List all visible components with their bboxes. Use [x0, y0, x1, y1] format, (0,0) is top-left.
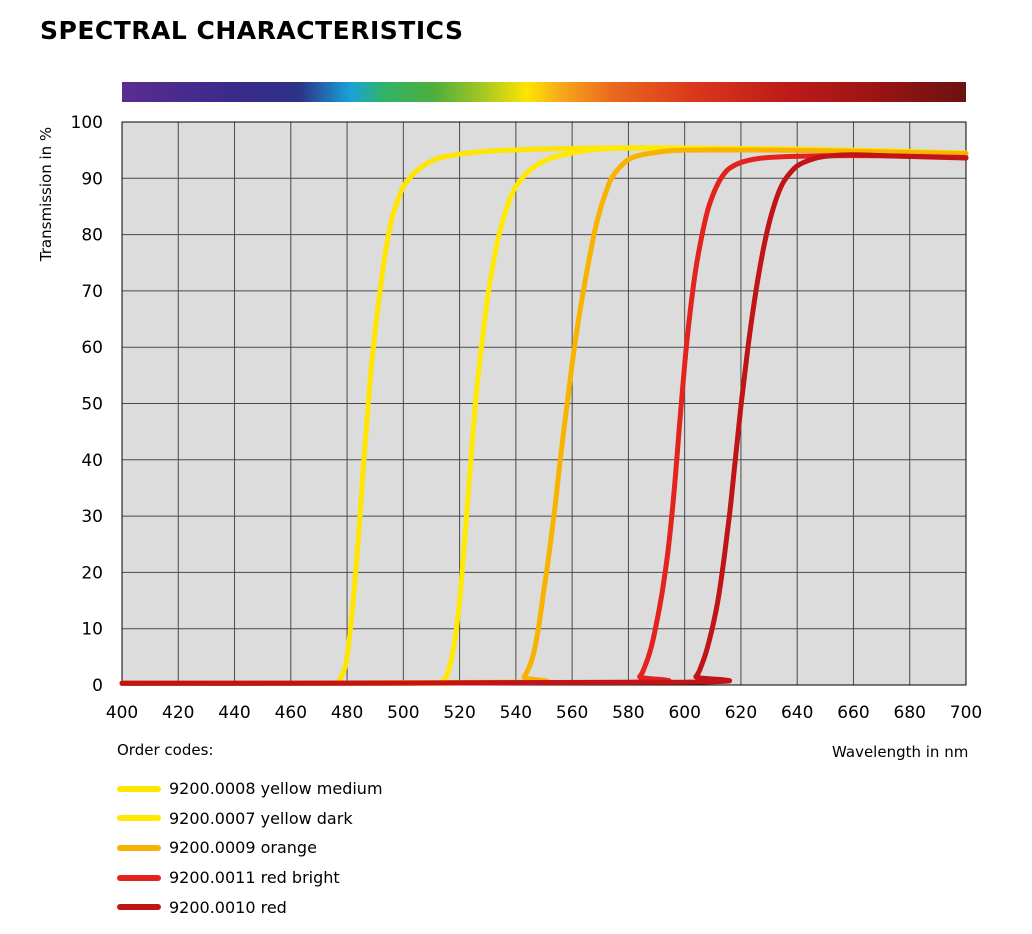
x-tick-label: 460 [275, 703, 307, 723]
y-tick-label: 50 [81, 395, 103, 415]
x-tick-label: 520 [443, 703, 475, 723]
x-tick-label: 440 [218, 703, 250, 723]
legend-swatch [117, 874, 161, 881]
legend-item: 9200.0007 yellow dark [117, 804, 383, 834]
x-tick-label: 400 [106, 703, 138, 723]
y-tick-label: 90 [81, 169, 103, 189]
legend-item: 9200.0009 orange [117, 833, 383, 863]
x-tick-label: 500 [387, 703, 419, 723]
series-line [119, 152, 969, 686]
legend-label: 9200.0011 red bright [169, 868, 340, 888]
legend-swatch [117, 904, 161, 911]
y-tick-label: 40 [81, 451, 103, 471]
x-axis-label: Wavelength in nm [832, 743, 969, 761]
x-tick-label: 480 [331, 703, 363, 723]
series-lines [119, 145, 969, 687]
y-tick-label: 60 [81, 338, 103, 358]
spectrum-bar [122, 82, 966, 102]
x-tick-label: 620 [725, 703, 757, 723]
x-tick-label: 600 [668, 703, 700, 723]
y-tick-label: 100 [71, 113, 103, 133]
transmission-chart: 0 10 20 30 40 50 60 70 80 90 100 400 420 440 460 480 50… [37, 82, 982, 723]
y-tick-label: 0 [92, 676, 103, 696]
legend-swatch [117, 844, 161, 851]
legend-swatch [117, 785, 161, 792]
x-tick-label: 660 [837, 703, 869, 723]
x-tick-label: 640 [781, 703, 813, 723]
y-tick-label: 20 [81, 563, 103, 583]
y-tick-label: 70 [81, 282, 103, 302]
x-tick-label: 420 [162, 703, 194, 723]
legend-item: 9200.0011 red bright [117, 863, 383, 893]
x-tick-label: 560 [556, 703, 588, 723]
legend-label: 9200.0008 yellow medium [169, 779, 383, 799]
series-line [119, 147, 969, 686]
legend-item: 9200.0010 red [117, 892, 383, 922]
x-tick-labels: 400 420 440 460 480 500 520 540 560 580 600 620 640 6… [106, 703, 982, 723]
legend-swatch [117, 815, 161, 822]
legend-title: Order codes: [117, 741, 214, 759]
y-tick-label: 30 [81, 507, 103, 527]
legend-label: 9200.0007 yellow dark [169, 808, 353, 828]
x-tick-label: 540 [500, 703, 532, 723]
y-tick-label: 10 [81, 620, 103, 640]
series-line [119, 153, 969, 686]
x-tick-label: 700 [950, 703, 982, 723]
y-tick-label: 80 [81, 226, 103, 246]
legend-label: 9200.0009 orange [169, 838, 317, 858]
legend-item: 9200.0008 yellow medium [117, 774, 383, 804]
x-tick-label: 580 [612, 703, 644, 723]
page-title: SPECTRAL CHARACTERISTICS [40, 16, 464, 45]
y-axis-label: Transmission in % [37, 127, 55, 262]
legend-label: 9200.0010 red [169, 897, 287, 917]
series-line [119, 145, 969, 687]
y-tick-labels: 0 10 20 30 40 50 60 70 80 90 100 [71, 113, 103, 696]
x-tick-label: 680 [894, 703, 926, 723]
legend: 9200.0008 yellow medium 9200.0007 yellow… [117, 774, 383, 922]
